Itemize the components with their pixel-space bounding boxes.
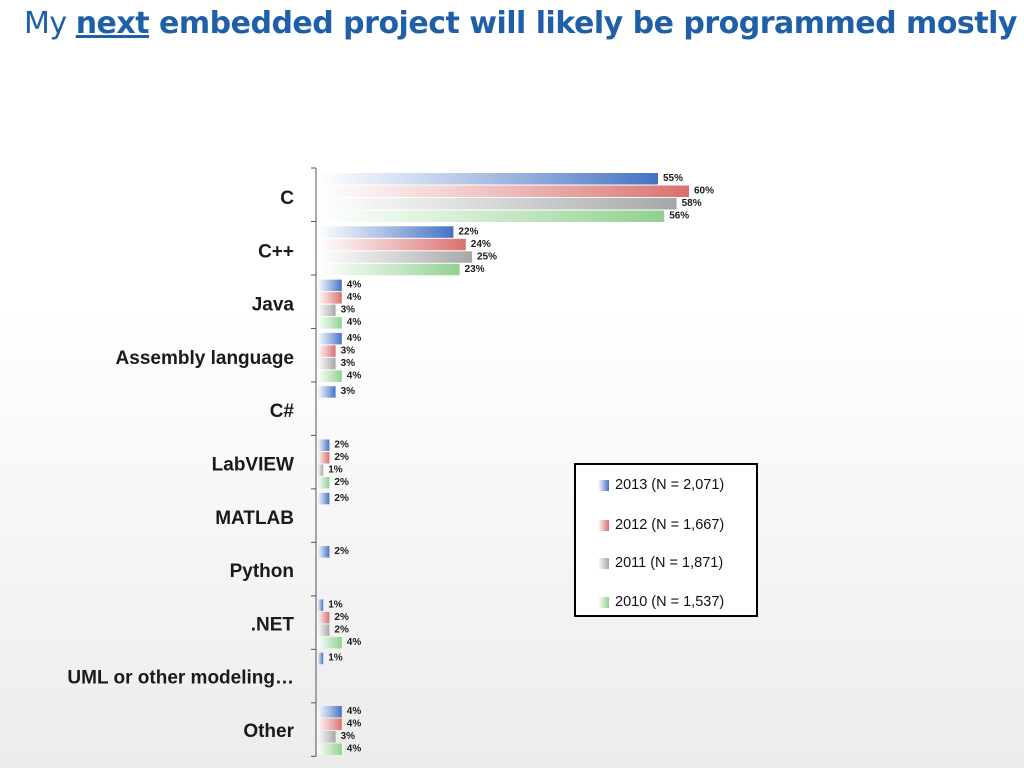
- value-label-net-series-1: 2%: [334, 612, 349, 623]
- labels-group: C55%60%58%56%C++22%24%25%23%Java4%4%3%4%…: [67, 173, 714, 755]
- bar-other-series-3: [317, 743, 342, 755]
- value-label-assembly-language-series-0: 4%: [347, 333, 362, 344]
- value-label-c-series-2: 25%: [477, 251, 497, 262]
- chart-title: My next embedded project will likely be …: [24, 6, 1024, 41]
- value-label-c-series-0: 3%: [341, 386, 356, 397]
- title-underlined: next: [75, 6, 150, 41]
- value-label-assembly-language-series-1: 3%: [341, 345, 356, 356]
- category-label-labview: LabVIEW: [212, 455, 294, 476]
- bar-net-series-0: [317, 599, 324, 611]
- bar-assembly-language-series-0: [317, 332, 342, 345]
- category-label-matlab: MATLAB: [215, 508, 294, 529]
- legend-label-1: 2012 (N = 1,667): [615, 517, 725, 533]
- bar-java-series-2: [317, 304, 336, 317]
- bars-group: [317, 173, 689, 755]
- legend-swatch-1: [598, 519, 609, 531]
- category-label-python: Python: [230, 561, 294, 582]
- legend-swatch-0: [598, 479, 609, 491]
- value-label-c-series-0: 55%: [663, 173, 683, 184]
- legend-label-2: 2011 (N = 1,871): [615, 555, 724, 571]
- bar-other-series-1: [317, 718, 342, 730]
- bar-java-series-1: [317, 292, 342, 304]
- bar-net-series-1: [317, 611, 330, 624]
- value-label-assembly-language-series-3: 4%: [347, 370, 362, 381]
- value-label-labview-series-3: 2%: [334, 477, 349, 488]
- legend-item-3: 2010 (N = 1,537): [598, 593, 724, 611]
- bar-c-series-0: [317, 386, 336, 398]
- bar-c-series-0: [317, 226, 454, 238]
- bar-assembly-language-series-2: [317, 357, 336, 370]
- legend-item-1: 2012 (N = 1,667): [598, 516, 724, 534]
- value-label-labview-series-0: 2%: [334, 440, 349, 451]
- value-label-c-series-1: 24%: [471, 239, 491, 250]
- value-label-matlab-series-0: 2%: [334, 493, 349, 504]
- value-label-java-series-2: 3%: [341, 305, 356, 316]
- bar-python-series-0: [317, 546, 330, 558]
- bar-other-series-2: [317, 731, 336, 743]
- title-post: embedded project will likely be programm…: [149, 6, 1024, 41]
- category-label-c: C: [280, 188, 294, 209]
- legend-item-2: 2011 (N = 1,871): [598, 554, 723, 572]
- value-label-net-series-3: 4%: [347, 637, 362, 648]
- bar-labview-series-0: [317, 439, 330, 451]
- bar-assembly-language-series-3: [317, 370, 342, 382]
- bar-c-series-3: [317, 210, 665, 222]
- legend-label-0: 2013 (N = 2,071): [615, 477, 725, 493]
- legend-label-3: 2010 (N = 1,537): [615, 594, 725, 610]
- category-label-other: Other: [243, 721, 294, 742]
- value-label-uml-or-other-modeling-series-0: 1%: [328, 653, 343, 664]
- bar-labview-series-1: [317, 452, 330, 464]
- category-label-c: C++: [258, 241, 294, 262]
- bar-net-series-2: [317, 624, 330, 636]
- bar-c-series-1: [317, 185, 689, 197]
- bar-assembly-language-series-1: [317, 345, 336, 357]
- value-label-c-series-1: 60%: [694, 186, 714, 197]
- bar-uml-or-other-modeling-series-0: [317, 652, 324, 665]
- bar-java-series-3: [317, 317, 342, 329]
- value-label-c-series-0: 22%: [458, 226, 478, 237]
- value-label-net-series-2: 2%: [334, 624, 349, 635]
- value-label-net-series-0: 1%: [328, 599, 343, 610]
- value-label-python-series-0: 2%: [334, 546, 349, 557]
- chart-legend: 2013 (N = 2,071) 2012 (N = 1,667) 2011 (N …: [574, 463, 758, 617]
- value-label-java-series-0: 4%: [347, 280, 362, 291]
- bar-labview-series-2: [317, 464, 324, 476]
- title-pre: My: [24, 6, 76, 41]
- value-label-other-series-2: 3%: [341, 731, 356, 742]
- bar-labview-series-3: [317, 477, 330, 489]
- axis-group: [311, 167, 317, 757]
- value-label-c-series-3: 56%: [669, 211, 689, 222]
- value-label-other-series-3: 4%: [347, 744, 362, 755]
- value-label-labview-series-1: 2%: [334, 452, 349, 463]
- bar-c-series-0: [317, 173, 658, 185]
- bar-net-series-3: [317, 636, 342, 649]
- value-label-labview-series-2: 1%: [328, 465, 343, 476]
- category-label-c: C#: [270, 401, 295, 422]
- legend-item-0: 2013 (N = 2,071): [598, 476, 724, 494]
- bar-matlab-series-0: [317, 492, 330, 505]
- value-label-c-series-2: 58%: [682, 198, 702, 209]
- bar-java-series-0: [317, 279, 342, 292]
- value-label-assembly-language-series-2: 3%: [341, 358, 356, 369]
- category-label-java: Java: [252, 295, 295, 316]
- value-label-other-series-0: 4%: [347, 706, 362, 717]
- value-label-c-series-3: 23%: [465, 264, 485, 275]
- category-label-net: .NET: [251, 614, 295, 635]
- category-label-assembly-language: Assembly language: [116, 348, 294, 369]
- category-label-uml-or-other-modeling: UML or other modeling…: [67, 668, 294, 689]
- bar-other-series-0: [317, 706, 342, 718]
- value-label-java-series-3: 4%: [347, 317, 362, 328]
- bar-c-series-2: [317, 198, 677, 210]
- legend-swatch-2: [598, 557, 609, 569]
- value-label-other-series-1: 4%: [347, 719, 362, 730]
- bar-c-series-3: [317, 263, 460, 276]
- bar-c-series-1: [317, 238, 466, 251]
- legend-swatch-3: [598, 596, 609, 608]
- bar-c-series-2: [317, 251, 472, 263]
- value-label-java-series-1: 4%: [347, 292, 362, 303]
